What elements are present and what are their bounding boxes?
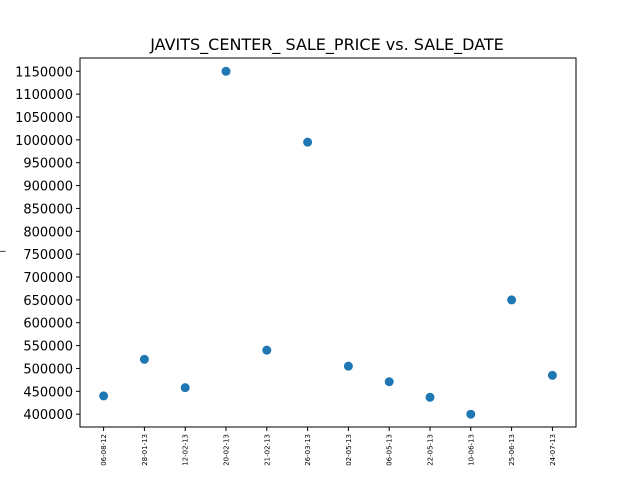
data-point (180, 383, 190, 393)
data-points (99, 66, 557, 419)
y-axis-label: _ (0, 239, 6, 252)
data-point (384, 377, 394, 387)
x-tick-label: 24-07-13 (549, 434, 557, 466)
y-axis: 400000 450000 500000 550000 600000 650000 7000… (15, 65, 80, 423)
y-tick-label: 450000 (23, 385, 73, 400)
chart-title: JAVITS_CENTER_ SALE_PRICE vs. SALE_DATE (149, 35, 504, 55)
x-tick-label: 25-06-13 (508, 434, 516, 466)
x-axis: 06-08-12 28-01-13 12-02-13 20-02-13 21-02-13… (100, 427, 557, 466)
data-point (99, 391, 109, 401)
y-tick-label: 1100000 (15, 88, 73, 103)
data-point (466, 409, 476, 419)
x-tick-label: 06-08-12 (100, 434, 108, 466)
y-tick-label: 950000 (23, 157, 73, 172)
data-point (221, 66, 231, 76)
data-point (425, 392, 435, 402)
y-tick-label: 500000 (23, 362, 73, 377)
y-tick-label: 700000 (23, 271, 73, 286)
data-point (547, 370, 557, 380)
data-point (343, 361, 353, 371)
x-tick-label: 06-05-13 (386, 434, 394, 466)
data-point (303, 137, 313, 147)
y-tick-label: 1150000 (15, 65, 73, 80)
x-tick-label: 28-01-13 (141, 434, 149, 466)
data-point (262, 345, 272, 355)
data-point (139, 354, 149, 364)
y-tick-label: 850000 (23, 202, 73, 217)
x-tick-label: 22-05-13 (427, 434, 435, 466)
plot-frame (79, 57, 577, 428)
x-tick-label: 02-05-13 (345, 434, 353, 466)
y-tick-label: 1000000 (15, 134, 73, 149)
y-tick-label: 650000 (23, 294, 73, 309)
y-tick-label: 900000 (23, 180, 73, 195)
x-tick-label: 21-02-13 (263, 434, 271, 466)
x-tick-label: 20-02-13 (223, 434, 231, 466)
y-tick-label: 1050000 (15, 111, 73, 126)
x-tick-label: 12-02-13 (182, 434, 190, 466)
data-point (507, 295, 517, 305)
x-tick-label: 10-06-13 (467, 434, 475, 466)
y-tick-label: 750000 (23, 248, 73, 263)
x-tick-label: 26-03-13 (304, 434, 312, 466)
y-tick-label: 400000 (23, 408, 73, 423)
y-tick-label: 550000 (23, 340, 73, 355)
y-tick-label: 800000 (23, 225, 73, 240)
y-tick-label: 600000 (23, 317, 73, 332)
